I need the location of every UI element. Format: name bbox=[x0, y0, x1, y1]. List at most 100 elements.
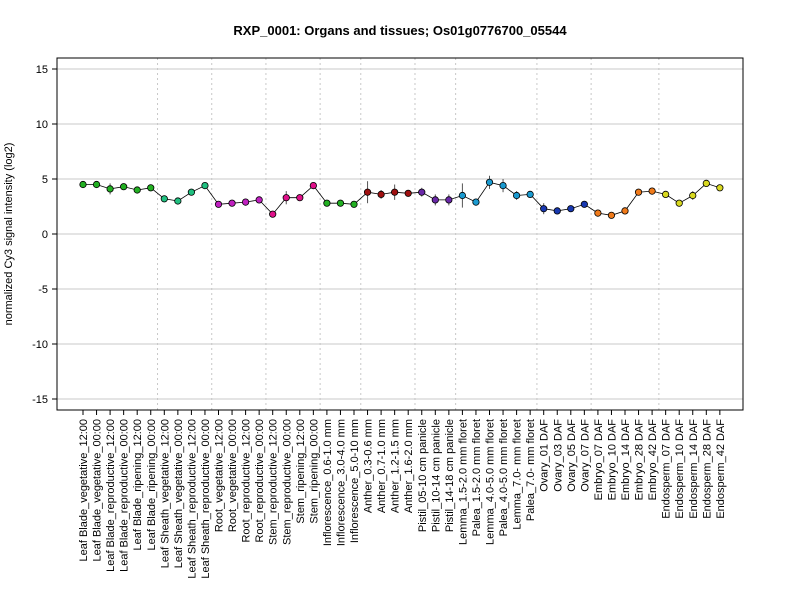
data-point bbox=[133, 186, 141, 194]
x-tick-label: Stem_reproductive_00:00 bbox=[281, 419, 293, 545]
data-point bbox=[174, 197, 182, 205]
data-point bbox=[418, 188, 426, 196]
y-tick-label: 10 bbox=[36, 119, 48, 131]
y-tick-label: 15 bbox=[36, 64, 48, 76]
x-tick-label: Palea_4.0-5.0 mm floret bbox=[498, 419, 510, 536]
data-point bbox=[702, 179, 710, 187]
data-point bbox=[567, 205, 575, 213]
y-tick-label: -15 bbox=[32, 394, 48, 406]
x-tick-label: Leaf Sheath_reproductive_00:00 bbox=[200, 419, 212, 579]
x-tick-label: Leaf Blade_ripening_00:00 bbox=[146, 419, 158, 551]
x-tick-label: Ovary_01 DAF bbox=[539, 419, 551, 492]
data-point bbox=[675, 199, 683, 207]
data-point bbox=[621, 207, 629, 215]
x-tick-label: Stem_ripening_12:00 bbox=[295, 419, 307, 524]
x-tick-label: Root_vegetative_12:00 bbox=[214, 419, 226, 532]
x-tick-label: Anther_0.3-0.6 mm bbox=[363, 419, 375, 513]
data-point bbox=[445, 196, 453, 204]
data-point bbox=[120, 183, 128, 191]
data-point bbox=[242, 198, 250, 206]
x-tick-label: Anther_0.7-1.0 mm bbox=[376, 419, 388, 513]
x-tick-label: Leaf Blade_vegetative_00:00 bbox=[92, 419, 104, 562]
x-tick-label: Palea_1.5-2.0 mm floret bbox=[471, 419, 483, 536]
x-tick-label: Leaf Blade_reproductive_00:00 bbox=[119, 419, 131, 572]
x-tick-label: Endosperm_42 DAF bbox=[715, 419, 727, 519]
data-point bbox=[540, 205, 548, 213]
x-tick-label: Lemma_1.5-2.0 mm floret bbox=[457, 419, 469, 545]
data-point bbox=[716, 184, 724, 192]
x-tick-label: Embryo_42 DAF bbox=[647, 419, 659, 501]
data-point bbox=[594, 209, 602, 217]
data-point bbox=[309, 182, 317, 190]
data-point bbox=[391, 188, 399, 196]
data-point bbox=[106, 185, 114, 193]
x-tick-label: Inflorescence_0.6-1.0 mm bbox=[322, 419, 334, 546]
data-point bbox=[282, 194, 290, 202]
x-tick-label: Root_vegetative_00:00 bbox=[227, 419, 239, 532]
x-tick-label: Pistil_05-10 cm panicle bbox=[417, 419, 429, 532]
data-point bbox=[350, 200, 358, 208]
x-tick-label: Embryo_10 DAF bbox=[606, 419, 618, 501]
data-point bbox=[363, 188, 372, 196]
data-point bbox=[526, 190, 534, 198]
x-tick-label: Stem_ripening_00:00 bbox=[308, 419, 320, 524]
x-tick-label: Root_reproductive_00:00 bbox=[254, 419, 266, 543]
data-point bbox=[147, 184, 155, 192]
data-point bbox=[228, 199, 236, 207]
data-point bbox=[269, 210, 277, 218]
x-tick-label: Lemma_7.0- mm floret bbox=[512, 419, 524, 530]
x-tick-label: Endosperm_07 DAF bbox=[661, 419, 673, 519]
x-tick-label: Leaf Sheath_vegetative_00:00 bbox=[173, 419, 185, 568]
group-separators bbox=[157, 58, 660, 410]
x-tick-label: Inflorescence_5.0-10 mm bbox=[349, 419, 361, 543]
grid-lines bbox=[57, 68, 743, 400]
x-tick-label: Stem_reproductive_12:00 bbox=[268, 419, 280, 545]
x-tick-label: Ovary_05 DAF bbox=[566, 419, 578, 492]
data-point bbox=[377, 190, 385, 198]
x-tick-label: Pistil_14-18 cm panicle bbox=[444, 419, 456, 532]
data-point bbox=[512, 191, 521, 200]
data-point bbox=[323, 199, 331, 207]
y-tick-label: -10 bbox=[32, 339, 48, 351]
x-tick-label: Inflorescence_3.0-4.0 mm bbox=[335, 419, 347, 546]
y-tick-label: 0 bbox=[42, 229, 48, 241]
data-point bbox=[689, 191, 697, 200]
data-points bbox=[79, 178, 724, 219]
x-tick-label: Endosperm_14 DAF bbox=[688, 419, 700, 519]
x-tick-label: Anther_1.6-2.0 mm bbox=[403, 419, 415, 513]
data-point bbox=[472, 198, 480, 206]
x-axis: Leaf Blade_vegetative_12:00 Leaf Blade_ve… bbox=[78, 410, 727, 579]
data-point bbox=[485, 178, 494, 186]
y-tick-label: 5 bbox=[42, 174, 48, 186]
y-axis: -15 -10 -5 0 5 10 15 bbox=[32, 64, 57, 406]
x-tick-label: Ovary_03 DAF bbox=[552, 419, 564, 492]
x-tick-label: Embryo_07 DAF bbox=[593, 419, 605, 501]
x-tick-label: Leaf Blade_reproductive_12:00 bbox=[105, 419, 117, 572]
x-tick-label: Lemma_4.0-5.0 mm floret bbox=[485, 419, 497, 545]
x-tick-label: Root_reproductive_12:00 bbox=[241, 419, 253, 543]
data-point bbox=[296, 194, 304, 202]
x-tick-label: Anther_1.2-1.5 mm bbox=[390, 419, 402, 513]
data-point bbox=[92, 180, 101, 189]
y-axis-label: normalized Cy3 signal intensity (log2) bbox=[3, 143, 15, 326]
x-tick-label: Palea_7.0- mm floret bbox=[525, 419, 537, 521]
data-point bbox=[79, 180, 87, 189]
data-point bbox=[662, 190, 670, 198]
data-point bbox=[431, 196, 439, 204]
x-tick-label: Embryo_14 DAF bbox=[620, 419, 632, 501]
data-point bbox=[607, 211, 616, 219]
data-point bbox=[458, 191, 466, 200]
x-tick-label: Ovary_07 DAF bbox=[579, 419, 591, 492]
data-point bbox=[187, 188, 195, 196]
data-point bbox=[499, 182, 507, 190]
x-tick-label: Endosperm_10 DAF bbox=[674, 419, 686, 519]
data-point bbox=[553, 207, 561, 215]
x-tick-label: Leaf Sheath_vegetative_12:00 bbox=[159, 419, 171, 568]
data-point bbox=[336, 199, 345, 207]
data-point bbox=[214, 200, 223, 208]
x-tick-label: Leaf Blade_ripening_12:00 bbox=[132, 419, 144, 551]
y-tick-label: -5 bbox=[38, 284, 48, 296]
x-tick-label: Endosperm_28 DAF bbox=[701, 419, 713, 519]
x-tick-label: Embryo_28 DAF bbox=[634, 419, 646, 501]
